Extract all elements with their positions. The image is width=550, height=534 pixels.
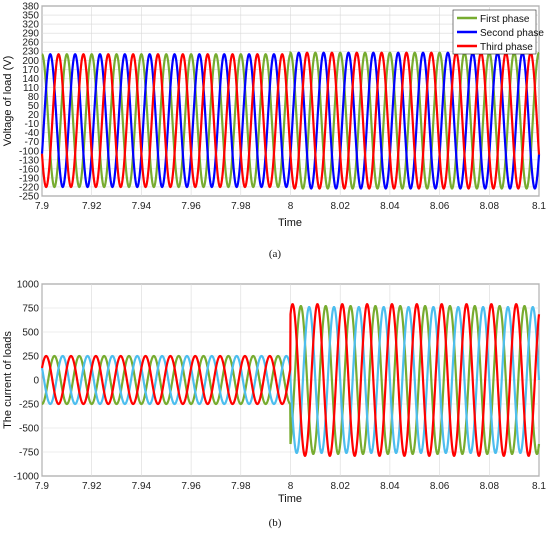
chart-a-x-ticks: 7.9 7.92 7.94 7.96 7.98 8 8.02 8.04 8.06 8.08 8.1 [35,201,546,212]
chart-a-y-axis-label: Voltage of load (V) [2,56,14,147]
x-tick-label: 7.92 [82,201,102,212]
chart-b-series [40,303,541,457]
x-tick-label: 8 [288,201,294,212]
y-tick-label: 80 [28,92,40,103]
x-tick-label: 7.94 [132,481,152,492]
x-tick-label: 8.02 [330,481,350,492]
y-tick-label: 350 [22,11,39,22]
y-tick-label: -160 [19,164,39,175]
x-tick-label: 7.94 [132,201,152,212]
x-tick-label: 8.06 [430,201,450,212]
x-tick-label: 7.92 [82,481,102,492]
y-tick-label: -130 [19,155,39,166]
legend-label-second-phase: Second phase [480,28,544,39]
chart-a-caption: (a) [269,248,282,260]
y-tick-label: 0 [33,376,39,387]
y-tick-label: 1000 [17,280,40,291]
y-tick-label: 250 [22,352,39,363]
y-tick-label: -10 [25,119,40,130]
chart-b-x-axis-label: Time [278,493,302,505]
y-tick-label: -220 [19,182,39,193]
chart-a-legend: First phase Second phase Third phase [452,9,544,55]
y-tick-label: 200 [22,56,39,67]
x-tick-label: 7.98 [231,481,251,492]
x-tick-label: 8.08 [480,201,500,212]
x-tick-label: 8.04 [380,201,400,212]
y-tick-label: 260 [22,38,39,49]
chart-b-x-ticks: 7.9 7.92 7.94 7.96 7.98 8 8.02 8.04 8.06 8.08 8.1 [35,481,546,492]
y-tick-label: 110 [23,83,39,94]
y-tick-label: 750 [22,304,39,315]
y-tick-label: 320 [22,20,39,31]
x-tick-label: 8.08 [480,481,500,492]
y-tick-label: -500 [19,424,39,435]
legend-label-third-phase: Third phase [480,42,533,53]
x-tick-label: 8 [288,481,294,492]
x-tick-label: 8.06 [430,481,450,492]
chart-b-caption: (b) [269,517,282,529]
x-tick-label: 7.9 [35,481,49,492]
x-tick-label: 8.04 [380,481,400,492]
x-tick-label: 7.96 [181,481,201,492]
series-line-3 [40,303,541,457]
chart-b-y-axis-label: The current of loads [2,331,14,429]
chart-a-x-axis-label: Time [278,217,302,229]
x-tick-label: 8.1 [532,201,546,212]
y-tick-label: 230 [22,47,39,58]
chart-a: 380350320290260230200170140110805020-10-… [2,2,546,261]
y-tick-label: -250 [19,192,39,203]
x-tick-label: 7.9 [35,201,49,212]
y-tick-label: -1000 [13,472,39,483]
y-tick-label: 170 [22,65,39,76]
y-tick-label: -100 [19,146,39,157]
x-tick-label: 7.96 [181,201,201,212]
y-tick-label: 50 [28,101,40,112]
x-tick-label: 8.02 [330,201,350,212]
chart-b-y-ticks: 1000 750 500 250 0 -250 -500 -750 -1000 [13,280,39,483]
y-tick-label: 140 [22,74,39,85]
y-tick-label: 20 [28,110,40,121]
y-tick-label: -250 [19,400,39,411]
x-tick-label: 7.98 [231,201,251,212]
legend-label-first-phase: First phase [480,14,530,25]
y-tick-label: 380 [22,2,39,13]
y-tick-label: 290 [22,29,39,40]
y-tick-label: 500 [22,328,39,339]
y-tick-label: -750 [19,448,39,459]
y-tick-label: -40 [25,128,40,139]
y-tick-label: -190 [19,173,39,184]
x-tick-label: 8.1 [532,481,546,492]
y-tick-label: -70 [25,137,40,148]
chart-a-y-ticks: 380350320290260230200170140110805020-10-… [19,2,39,203]
series-line-2 [40,305,541,455]
